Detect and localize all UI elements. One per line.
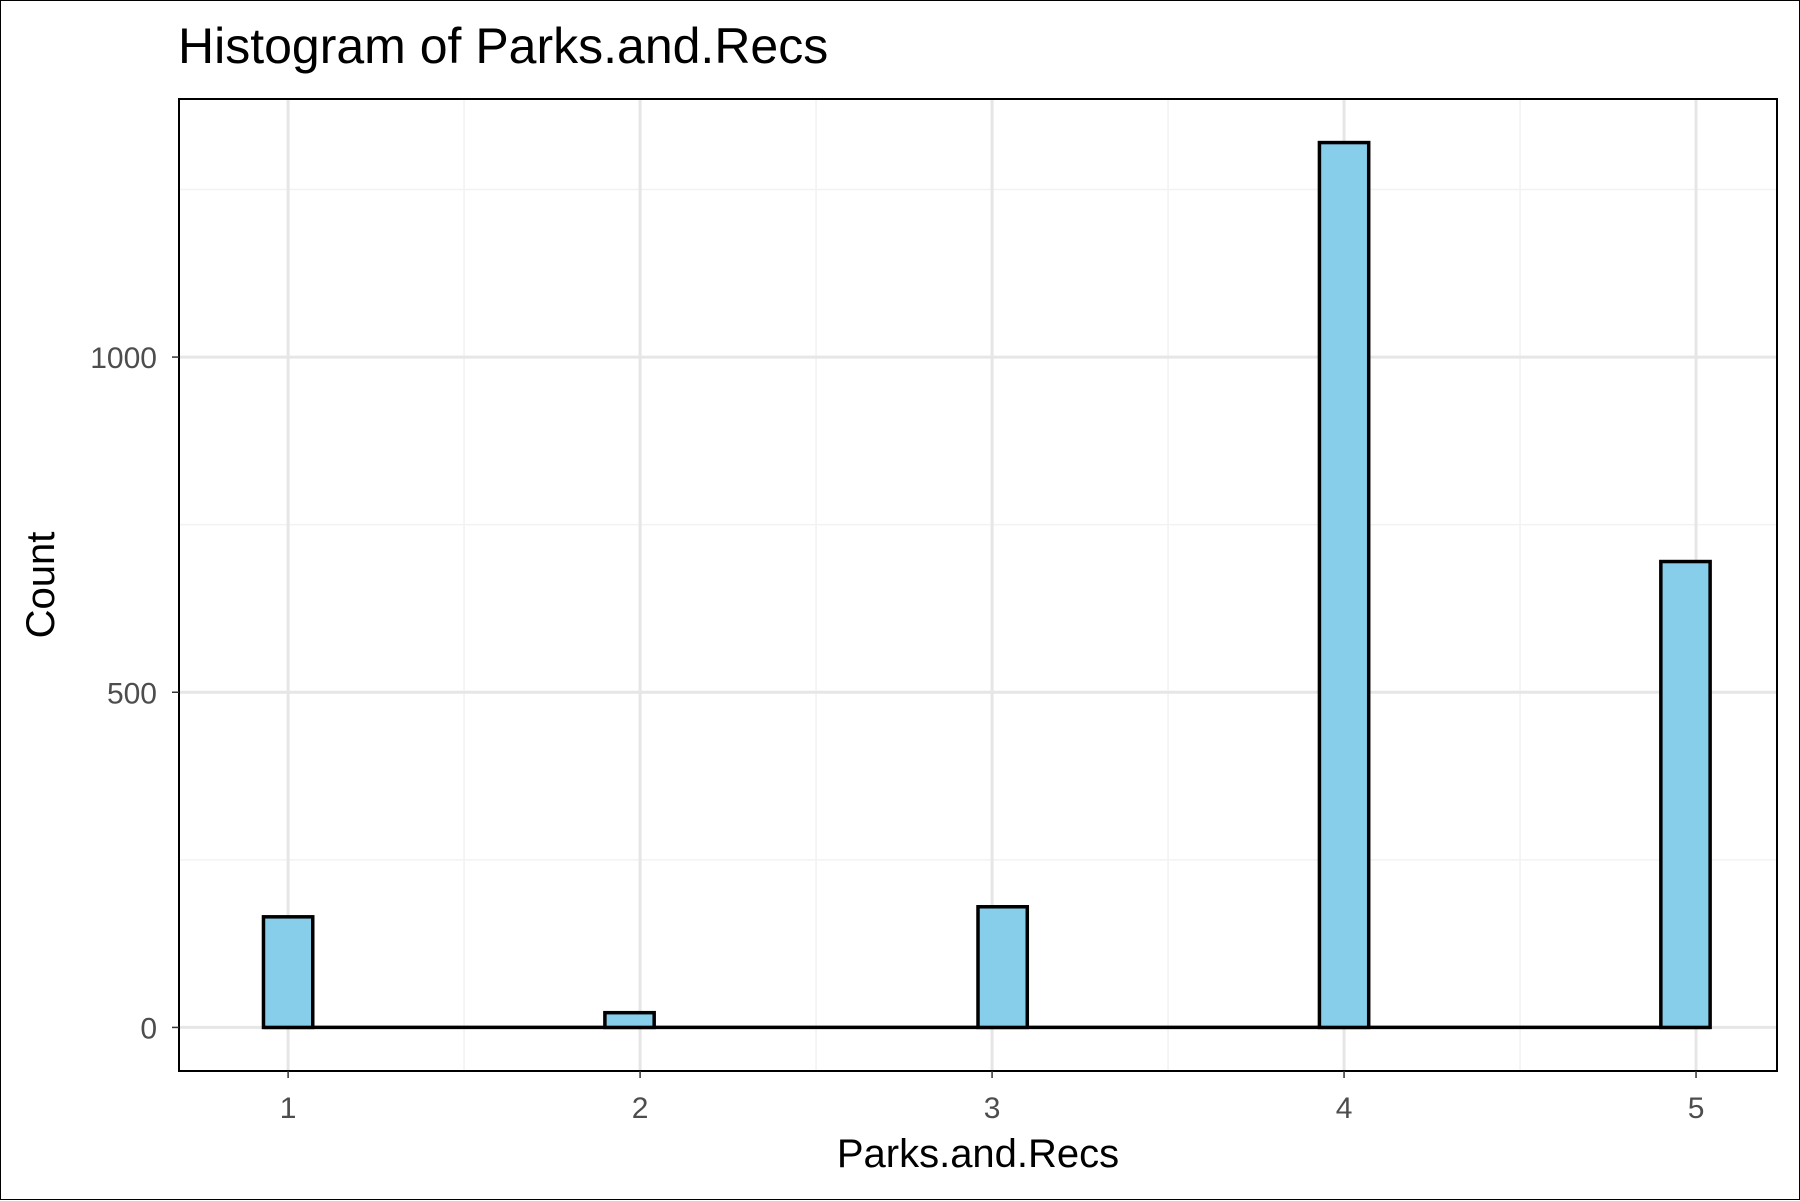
histogram-bar <box>1317 140 1371 1030</box>
x-tick-label: 4 <box>1336 1092 1353 1125</box>
histogram-bar <box>976 905 1030 1030</box>
y-tick-label: 0 <box>140 1012 157 1045</box>
histogram-bar <box>261 915 315 1030</box>
x-axis-title: Parks.and.Recs <box>837 1132 1119 1176</box>
histogram-bar <box>1659 559 1712 1030</box>
y-tick-label: 1000 <box>90 342 157 375</box>
plot-panel-border <box>178 98 1778 1072</box>
histogram-bars <box>261 140 1712 1030</box>
chart-title: Histogram of Parks.and.Recs <box>178 18 828 74</box>
histogram-bar <box>603 1010 656 1030</box>
x-tick-label: 5 <box>1688 1092 1705 1125</box>
y-tick-label: 500 <box>107 677 157 710</box>
axis-ticks: 1 2 3 4 5 0 500 1000 <box>90 342 1704 1125</box>
x-tick-label: 3 <box>984 1092 1001 1125</box>
x-tick-label: 1 <box>280 1092 297 1125</box>
x-tick-label: 2 <box>632 1092 649 1125</box>
y-axis-title: Count <box>19 532 63 639</box>
